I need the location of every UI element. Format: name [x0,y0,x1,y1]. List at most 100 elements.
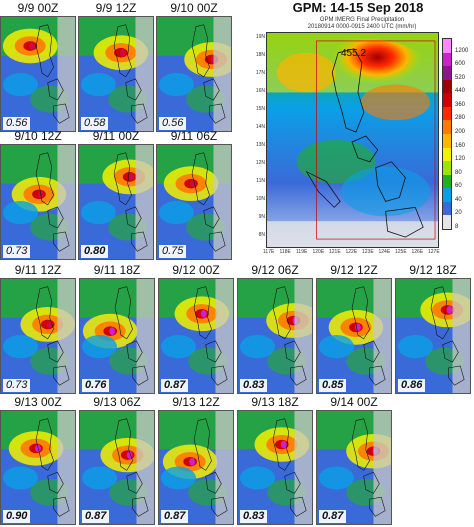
gpm-title: GPM: 14-15 Sep 2018 [292,0,424,15]
forecast-panel-title: 9/13 18Z [251,395,299,409]
colorbar-segment [443,52,451,67]
colorbar-label: 80 [455,169,462,176]
forecast-map-graphic [1,411,75,524]
forecast-panel-title: 9/12 00Z [172,263,220,277]
longitude-label: 118E [279,249,291,255]
colorbar-label: 160 [455,142,466,149]
colorbar-label: 20 [455,210,462,217]
colorbar-label: 200 [455,129,466,135]
forecast-panel-title: 9/11 06Z [170,129,218,143]
forecast-map-graphic [1,145,75,259]
correlation-score: 0.58 [81,117,109,130]
colorbar-label: 600 [455,61,466,68]
correlation-score: 0.56 [159,117,187,130]
forecast-panel-title: 9/12 06Z [251,263,299,277]
forecast-map: 0.75 [156,144,232,260]
forecast-map-graphic [79,145,153,259]
gpm-max-value: 455.2 [341,48,367,59]
forecast-panel-title: 9/13 12Z [172,395,220,409]
forecast-panel: 9/12 12Z 0.85 [316,262,392,396]
colorbar [442,38,452,230]
latitude-label: 10N [255,196,265,202]
colorbar-segment [443,147,451,162]
forecast-panel-title: 9/10 12Z [14,129,62,143]
forecast-map-graphic [238,411,312,524]
colorbar-label: 1200 [455,47,469,54]
latitude-label: 13N [255,142,265,148]
colorbar-segment [443,39,451,54]
forecast-map-graphic [80,279,154,393]
forecast-map: 0.76 [79,278,155,394]
forecast-panel-title: 9/11 00Z [92,129,140,143]
longitude-label: 120E [312,249,325,255]
forecast-panel: 9/11 12Z 0.73 [0,262,76,396]
colorbar-label: 280 [455,115,466,122]
correlation-score: 0.87 [82,510,110,523]
forecast-panel-title: 9/13 00Z [14,395,62,409]
colorbar-segment [443,201,451,216]
forecast-map: 0.73 [0,144,76,260]
forecast-panel-title: 9/14 00Z [330,395,378,409]
longitude-label: 117E [263,249,275,255]
longitude-label: 123E [362,249,374,255]
forecast-panel-title: 9/12 12Z [330,263,378,277]
longitude-label: 119E [296,249,308,255]
correlation-score: 0.83 [240,379,268,392]
forecast-map: 0.83 [237,410,313,525]
forecast-panel-title: 9/11 12Z [14,263,62,277]
colorbar-segment [443,120,451,135]
gpm-date-range: 20180914 0000-0915 2400 UTC (mm/hr) [307,24,417,30]
colorbar-label: 360 [455,101,466,108]
correlation-score: 0.90 [3,510,31,523]
forecast-panel: 9/14 00Z 0.87 [316,394,392,527]
correlation-score: 0.87 [161,379,189,392]
gpm-subtitle: GPM IMERG Final Precipitation [319,17,405,23]
forecast-map-graphic [159,411,233,524]
longitude-label: 122E [345,249,358,255]
correlation-score: 0.73 [3,379,31,392]
forecast-map-graphic [1,17,75,131]
forecast-map: 0.83 [237,278,313,394]
forecast-map-graphic [79,17,153,131]
colorbar-segment [443,215,451,230]
forecast-panel-title: 9/12 18Z [409,263,457,277]
latitude-label: 19N [255,34,265,40]
latitude-label: 15N [255,106,265,112]
forecast-map: 0.87 [158,410,234,525]
forecast-panel: 9/13 00Z 0.90 [0,394,76,527]
colorbar-label: 40 [455,196,462,203]
forecast-panel: 9/10 00Z 0.56 [156,0,232,134]
colorbar-segment [443,188,451,203]
colorbar-segment [443,66,451,81]
colorbar-segment [443,161,451,176]
forecast-panel: 9/12 00Z 0.87 [158,262,234,396]
latitude-label: 9N [258,214,265,220]
correlation-score: 0.87 [319,510,347,523]
forecast-map: 0.56 [156,16,232,132]
forecast-map: 0.56 [0,16,76,132]
colorbar-segment [443,174,451,189]
correlation-score: 0.75 [159,245,187,258]
forecast-map-graphic [157,145,231,259]
correlation-score: 0.73 [3,245,31,258]
forecast-panel-title: 9/13 06Z [93,395,141,409]
latitude-label: 11N [256,178,265,184]
latitude-label: 12N [255,160,265,166]
correlation-score: 0.87 [161,510,189,523]
latitude-label: 8N [258,232,265,238]
colorbar-label: 440 [455,88,466,95]
forecast-panel-title: 9/11 18Z [93,263,141,277]
colorbar-label: 520 [455,74,466,81]
forecast-map-graphic [80,411,154,524]
colorbar-label: 120 [455,156,466,163]
gpm-panel: GPM: 14-15 Sep 2018 GPM IMERG Final Prec… [253,0,474,258]
forecast-panel: 9/13 12Z 0.87 [158,394,234,527]
forecast-map: 0.80 [78,144,154,260]
forecast-map-graphic [317,411,391,524]
forecast-panel: 9/9 12Z 0.58 [78,0,154,134]
colorbar-segment [443,93,451,108]
forecast-panel: 9/11 18Z 0.76 [79,262,155,396]
colorbar-label: 8 [455,224,459,230]
latitude-label: 16N [255,88,265,94]
